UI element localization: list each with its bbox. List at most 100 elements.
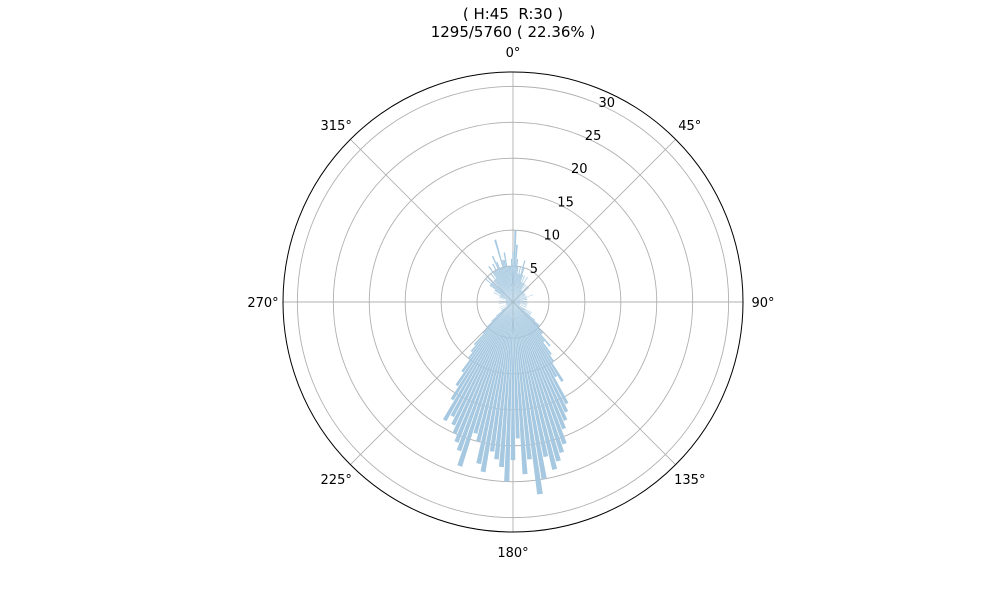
bar-182: [504, 302, 513, 482]
bars-layer: [442, 230, 569, 495]
bar-212: [450, 302, 513, 401]
bar-106: [513, 302, 520, 305]
bar-328: [493, 271, 513, 302]
bar-322: [490, 273, 513, 302]
polar-frame: [282, 71, 744, 533]
bar-240: [500, 302, 513, 310]
bar-50: [513, 292, 525, 302]
bar-236: [506, 302, 513, 307]
bar-124: [513, 302, 532, 315]
theta-tick-label: 180°: [497, 546, 528, 561]
bar-130: [513, 302, 536, 321]
bar-162: [513, 302, 565, 454]
bar-358: [510, 258, 513, 302]
theta-tick-label: 0°: [506, 46, 521, 61]
bar-152: [513, 302, 569, 405]
bar-166: [513, 302, 558, 470]
bar-100: [513, 302, 528, 305]
bar-174: [513, 302, 532, 460]
bar-260: [505, 302, 513, 304]
bar-244: [506, 302, 513, 306]
bar-348: [503, 259, 513, 302]
bar-284: [499, 298, 513, 302]
frame-layer: [282, 71, 744, 533]
bar-112: [513, 302, 527, 308]
r-tick-label: 10: [544, 229, 561, 244]
bar-288: [506, 299, 513, 302]
bar-134: [513, 302, 540, 328]
bar-160: [513, 302, 567, 445]
bar-198: [457, 302, 513, 467]
bar-276: [505, 301, 513, 302]
bar-234: [501, 302, 513, 311]
bar-250: [506, 302, 513, 305]
bar-40: [513, 290, 523, 302]
bar-292: [499, 296, 513, 302]
bar-56: [513, 293, 526, 302]
bar-148: [513, 302, 564, 382]
bar-68: [513, 296, 527, 302]
bar-350: [503, 252, 513, 302]
bar-10: [513, 273, 519, 302]
theta-tick-label: 315°: [321, 119, 352, 134]
bar-120: [513, 302, 532, 314]
bar-332: [492, 263, 513, 302]
bar-180: [510, 302, 516, 461]
bar-204: [452, 302, 513, 435]
bar-94: [513, 302, 521, 303]
grid-spoke-45: [512, 139, 676, 303]
bar-230: [496, 302, 513, 317]
bar-258: [505, 302, 513, 304]
bar-340: [500, 268, 513, 302]
bar-58: [513, 294, 526, 302]
bar-92: [513, 302, 528, 303]
bar-102: [513, 302, 521, 304]
bar-186: [494, 302, 513, 460]
bar-312: [491, 282, 513, 302]
bar-60: [513, 294, 526, 302]
bar-336: [491, 255, 513, 302]
bar-44: [513, 291, 524, 302]
grid-spoke-315: [350, 139, 514, 303]
bar-304: [494, 289, 513, 302]
bar-324: [495, 278, 513, 302]
bar-334: [496, 269, 513, 302]
bar-84: [513, 301, 521, 302]
bar-330: [494, 270, 513, 302]
bar-8: [513, 266, 519, 302]
bar-318: [493, 280, 513, 302]
bar-118: [513, 302, 520, 306]
bar-78: [513, 298, 528, 302]
bar-256: [506, 302, 513, 304]
bar-344: [494, 239, 513, 302]
bar-274: [498, 300, 513, 302]
bar-352: [507, 266, 513, 302]
bar-196: [473, 302, 513, 434]
bar-138: [513, 302, 543, 335]
bar-42: [513, 285, 528, 302]
bar-98: [513, 302, 521, 304]
theta-tick-label: 45°: [678, 119, 701, 134]
bar-12: [513, 266, 521, 302]
bar-14: [513, 274, 521, 302]
theta-tick-label: 270°: [247, 296, 278, 311]
bar-178: [513, 302, 520, 439]
bar-128: [513, 302, 531, 316]
bar-238: [506, 302, 513, 306]
bar-168: [513, 302, 549, 458]
bar-108: [513, 302, 520, 305]
bar-254: [506, 302, 513, 305]
bar-262: [505, 302, 513, 304]
bar-164: [513, 302, 561, 462]
bar-308: [490, 283, 513, 302]
grid-layer: [283, 72, 743, 532]
label-layer: 0° 45° 90° 135° 180° 225° 270° 315° 5 10 15 20 25 30: [247, 46, 774, 561]
bar-122: [513, 302, 526, 310]
bar-48: [513, 287, 530, 302]
bar-320: [494, 279, 513, 302]
bar-0: [512, 251, 514, 302]
bar-226: [486, 302, 513, 328]
bar-114: [513, 302, 520, 306]
bar-36: [513, 284, 526, 302]
bar-356: [509, 266, 513, 302]
